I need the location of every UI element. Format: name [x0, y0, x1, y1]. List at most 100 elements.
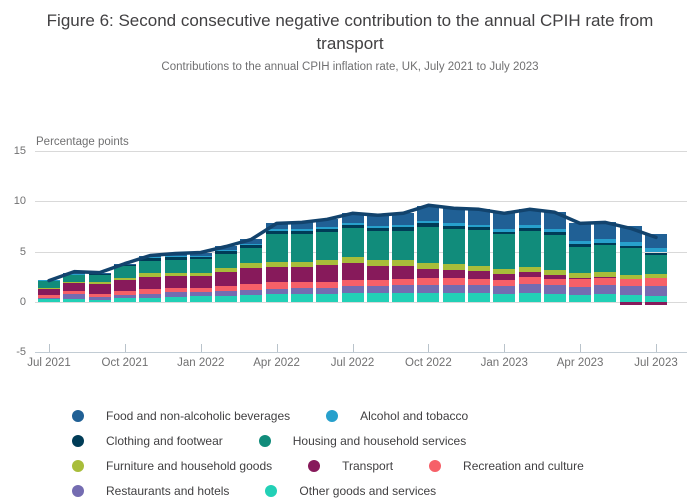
bar-segment: [38, 288, 60, 295]
x-tick-label: Apr 2023: [556, 357, 604, 369]
x-tick-label: Jul 2021: [27, 357, 71, 369]
bar-segment: [341, 228, 364, 257]
bar-segment: [63, 294, 86, 299]
bar-segment: [88, 272, 111, 274]
bar-segment: [88, 274, 111, 282]
bar-segment: [645, 295, 667, 302]
bar-segment: [543, 293, 566, 302]
bar-segment: [417, 223, 440, 227]
gridline: [35, 201, 687, 203]
bar-segment: [493, 234, 516, 270]
legend-label: Restaurants and hotels: [106, 483, 230, 498]
bar-segment: [518, 283, 541, 293]
bar-segment: [63, 273, 86, 275]
bar-segment: [265, 229, 288, 231]
bar-segment: [543, 269, 566, 275]
y-tick-label: -5: [16, 346, 26, 358]
bar-segment: [139, 293, 162, 298]
bar-segment: [569, 246, 592, 274]
bar-segment: [139, 257, 162, 259]
bar-segment: [240, 244, 263, 249]
x-tick-label: Jul 2023: [634, 357, 678, 369]
bar-segment: [392, 225, 415, 228]
bar-segment: [645, 277, 667, 286]
bar-segment: [38, 280, 60, 288]
legend-swatch-icon: [429, 459, 442, 472]
bar-segment: [215, 272, 237, 286]
legend-item-transport: Transport: [308, 459, 393, 473]
bar-segment: [240, 284, 263, 291]
bar-segment: [442, 284, 465, 293]
bar-segment: [341, 223, 364, 226]
bar-segment: [442, 228, 465, 265]
bar-segment: [645, 273, 667, 278]
bar-segment: [468, 271, 490, 279]
legend-label: Furniture and household goods: [106, 458, 273, 473]
bar-segment: [215, 251, 237, 254]
bar-segment: [417, 226, 440, 263]
bar-segment: [164, 256, 187, 258]
bar-segment: [215, 285, 237, 292]
bar-segment: [442, 264, 465, 271]
bar-segment: [392, 285, 415, 293]
bar-segment: [240, 243, 263, 245]
bar-segment: [417, 292, 440, 302]
bar-segment: [63, 274, 86, 275]
bar-segment: [189, 259, 212, 273]
bar-segment: [392, 230, 415, 261]
legend-item-recreation-and-culture: Recreation and culture: [429, 459, 584, 473]
bar-segment: [468, 284, 490, 293]
bar-segment: [341, 293, 364, 302]
x-tick: [200, 344, 202, 352]
bar-segment: [594, 276, 617, 278]
legend-item-restaurants-and-hotels: Restaurants and hotels: [72, 484, 229, 498]
bar-segment: [645, 285, 667, 296]
bar-segment: [113, 294, 136, 299]
bar-segment: [38, 287, 60, 289]
chart-legend: Food and non-alcoholic beverages Alcohol …: [72, 403, 584, 502]
gridline: [35, 151, 687, 152]
bar-segment: [113, 277, 136, 281]
bar-segment: [392, 266, 415, 279]
bar-segment: [518, 228, 541, 232]
bar-segment: [569, 295, 592, 302]
bar-segment: [543, 211, 566, 229]
bar-segment: [316, 293, 339, 302]
bar-segment: [139, 297, 162, 302]
bar-segment: [518, 209, 541, 226]
bar-segment: [164, 253, 187, 256]
bar-segment: [240, 239, 263, 244]
bar-segment: [468, 278, 490, 285]
bar-segment: [493, 213, 516, 229]
x-tick: [428, 344, 430, 352]
bar-segment: [366, 215, 389, 227]
legend-swatch-icon: [72, 434, 84, 447]
bar-segment: [493, 269, 516, 275]
legend-swatch-icon: [265, 484, 278, 497]
bar-segment: [240, 248, 263, 264]
bar-segment: [290, 234, 313, 263]
legend-item-food-and-non-alcoholic-beverages: Food and non-alcoholic beverages: [72, 409, 290, 423]
bar-segment: [543, 285, 566, 294]
bar-segment: [569, 240, 592, 245]
bar-segment: [518, 231, 541, 267]
bar-segment: [113, 298, 136, 302]
bar-segment: [316, 260, 339, 266]
bar-segment: [316, 219, 339, 228]
bar-segment: [88, 300, 111, 302]
bar-segment: [88, 296, 111, 301]
x-tick-label: Jul 2022: [330, 357, 375, 369]
bar-segment: [316, 227, 339, 229]
bar-segment: [366, 292, 389, 302]
bar-segment: [417, 262, 440, 269]
bar-segment: [113, 266, 136, 278]
legend-label: Other goods and services: [299, 483, 437, 498]
x-tick: [49, 344, 50, 352]
bar-segment: [392, 292, 415, 302]
legend-label: Housing and household services: [292, 433, 467, 448]
y-tick-label: 5: [19, 245, 26, 258]
bar-segment: [392, 260, 415, 267]
y-axis-title: Percentage points: [36, 136, 129, 148]
bar-segment: [645, 248, 667, 253]
legend-swatch-icon: [72, 409, 84, 422]
